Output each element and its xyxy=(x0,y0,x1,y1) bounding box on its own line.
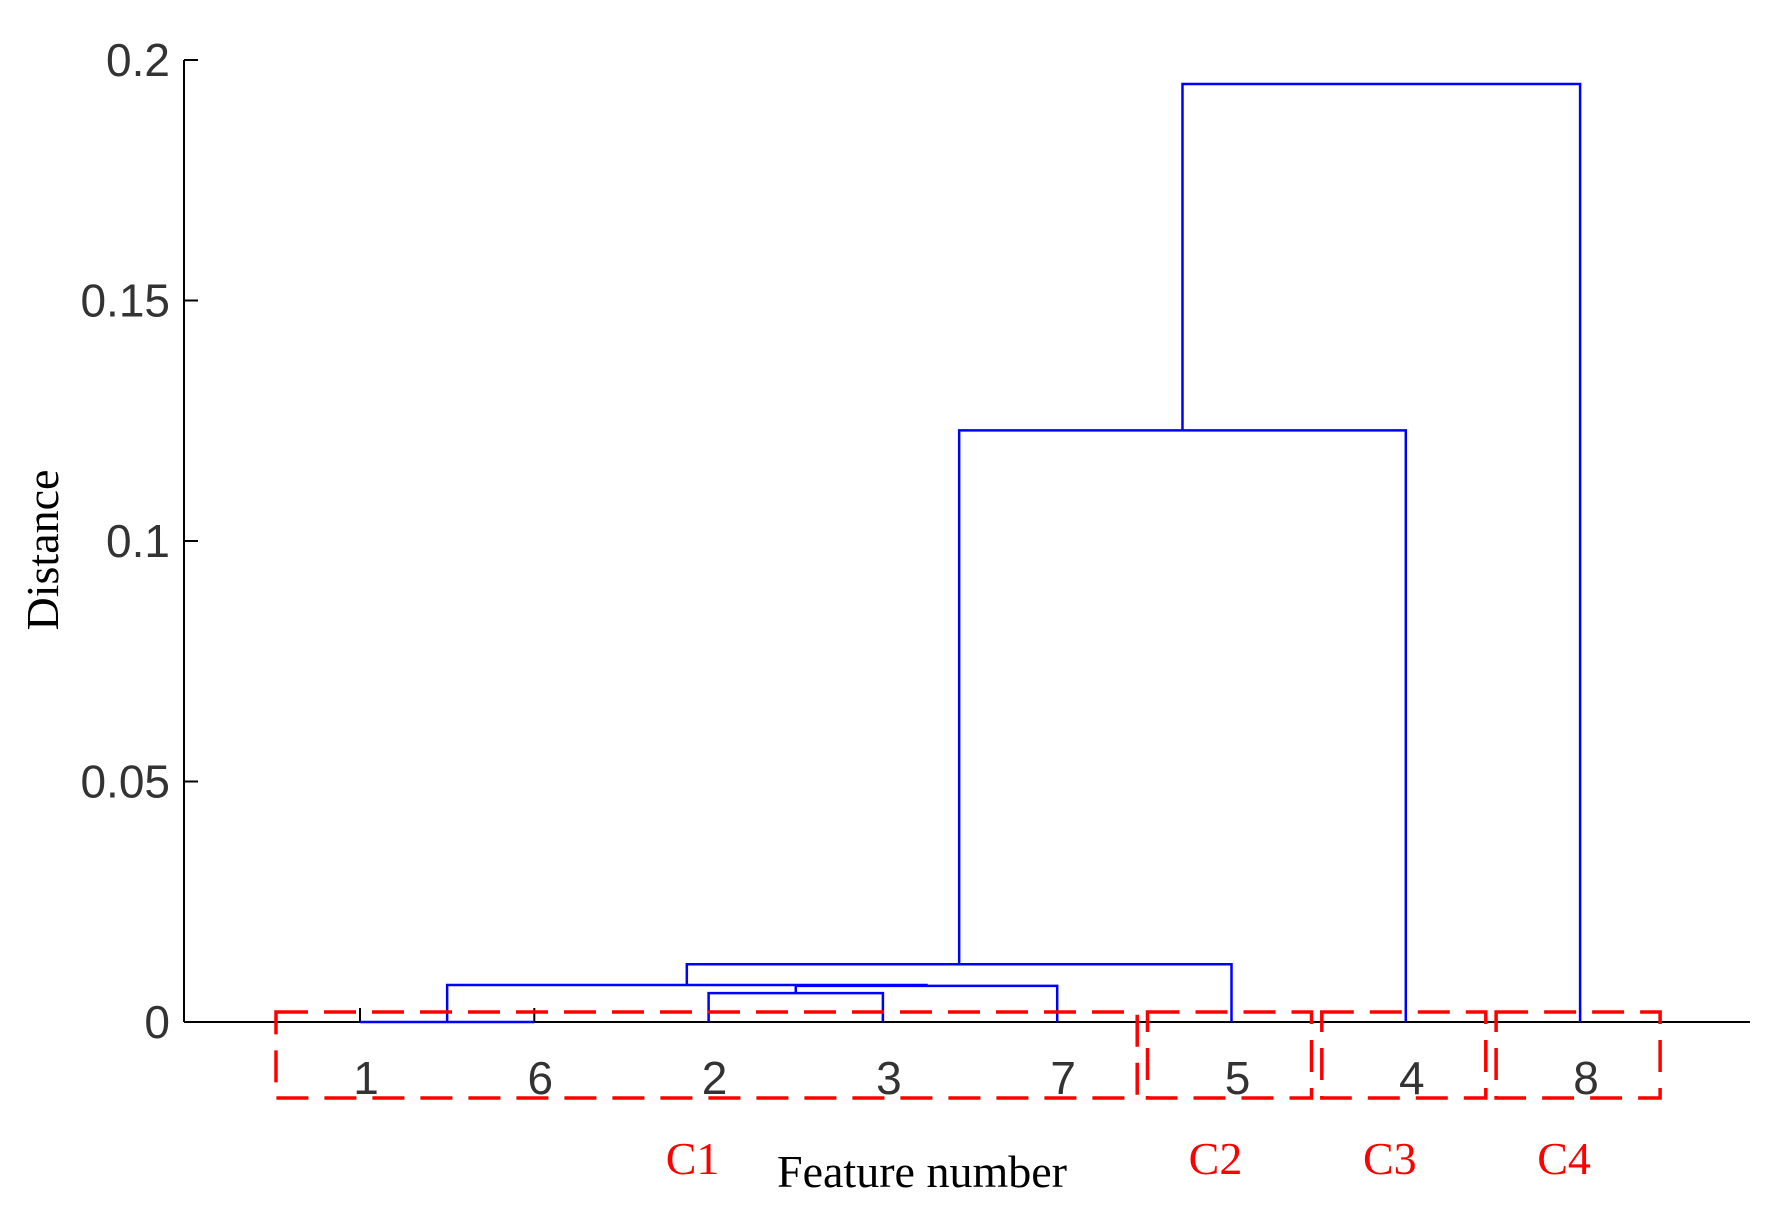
dendrogram-link xyxy=(445,983,928,1022)
x-tick-label: 6 xyxy=(528,1052,554,1104)
tick-labels: 0 0.05 0.1 0.15 0.2 1 6 2 3 7 5 4 8 C1 C2 C3 C4 xyxy=(80,34,1598,1184)
x-tick-label: 8 xyxy=(1573,1052,1599,1104)
cluster-boxes xyxy=(274,1010,1662,1100)
x-tick-label: 2 xyxy=(702,1052,728,1104)
x-tick-label: 3 xyxy=(876,1052,902,1104)
cluster-box xyxy=(1494,1010,1662,1100)
x-tick-label: 4 xyxy=(1399,1052,1425,1104)
dendrogram-link xyxy=(707,991,885,1022)
y-tick-label: 0.15 xyxy=(80,275,170,327)
y-tick-label: 0.1 xyxy=(106,515,170,567)
cluster-box xyxy=(274,1010,1139,1100)
cluster-label: C3 xyxy=(1363,1133,1417,1184)
cluster-label: C2 xyxy=(1189,1133,1243,1184)
cluster-box xyxy=(1320,1010,1488,1100)
x-tick-label: 5 xyxy=(1225,1052,1251,1104)
cluster-box xyxy=(1145,1010,1314,1100)
y-axis-title: Distance xyxy=(17,470,68,631)
dendrogram-link xyxy=(1181,82,1582,1022)
cluster-label: C4 xyxy=(1537,1133,1591,1184)
x-tick-label: 1 xyxy=(353,1052,379,1104)
dendrogram-link xyxy=(794,984,1059,1022)
y-tick-label: 0.05 xyxy=(80,756,170,808)
y-tick-label: 0 xyxy=(144,996,170,1048)
dendrogram-link xyxy=(957,429,1408,1022)
cluster-label: C1 xyxy=(666,1133,720,1184)
axes xyxy=(183,59,1750,1023)
x-axis-title: Feature number xyxy=(777,1146,1067,1197)
dendrogram-links xyxy=(360,82,1582,1024)
x-tick-label: 7 xyxy=(1050,1052,1076,1104)
y-tick-label: 0.2 xyxy=(106,34,170,86)
